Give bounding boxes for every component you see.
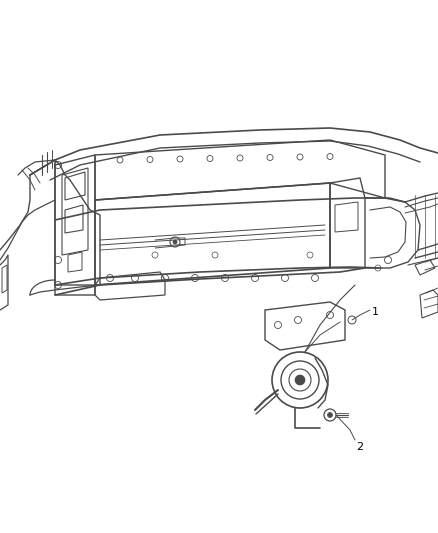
Text: 1: 1: [372, 307, 379, 317]
Circle shape: [173, 240, 177, 244]
Text: 2: 2: [356, 442, 363, 452]
Circle shape: [328, 413, 332, 417]
Circle shape: [295, 375, 305, 385]
